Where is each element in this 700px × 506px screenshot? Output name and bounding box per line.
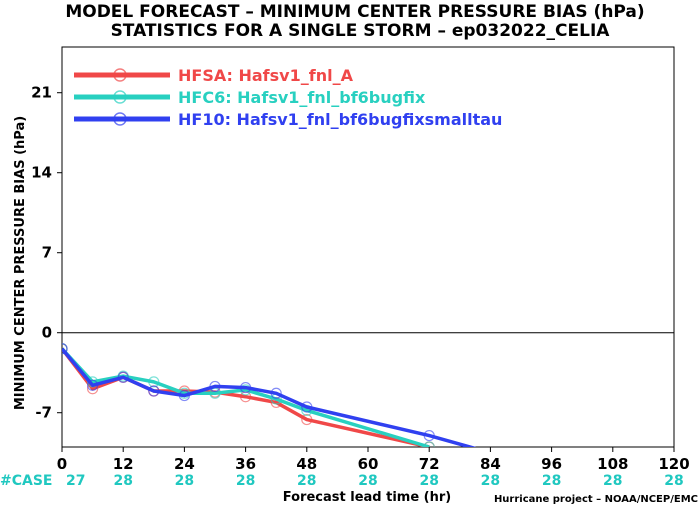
- x-tick-label: 48: [296, 455, 317, 473]
- x-tick-label: 96: [541, 455, 562, 473]
- legend-marker: [113, 68, 127, 82]
- legend-label: HFSA: Hafsv1_fnl_A: [178, 66, 354, 85]
- y-tick-label: 14: [31, 164, 52, 182]
- x-tick-label: 0: [57, 455, 67, 473]
- case-count: 27: [66, 473, 85, 489]
- data-point: [62, 343, 68, 355]
- series-line: [62, 347, 477, 447]
- legend-marker: [113, 90, 127, 104]
- legend-label: HF10: Hafsv1_fnl_bf6bugfixsmalltau: [178, 110, 502, 129]
- x-axis-label: Forecast lead time (hr): [283, 490, 451, 505]
- case-count: 28: [358, 473, 377, 489]
- y-tick-label: 7: [42, 244, 52, 262]
- series-group: [62, 343, 477, 447]
- legend: HFSA: Hafsv1_fnl_A HFC6: Hafsv1_fnl_bf6bu…: [74, 66, 502, 129]
- data-point: [270, 387, 282, 399]
- y-tick-label: 0: [42, 324, 52, 342]
- data-point: [301, 413, 313, 426]
- case-count: 28: [419, 473, 438, 489]
- legend-label: HFC6: Hafsv1_fnl_bf6bugfix: [178, 88, 426, 107]
- x-tick-label: 72: [419, 455, 440, 473]
- data-point: [423, 429, 435, 442]
- x-tick-label: 60: [358, 455, 379, 473]
- y-tick-label: 21: [31, 84, 52, 102]
- x-tick-label: 12: [113, 455, 134, 473]
- x-tick-label: 108: [597, 455, 628, 473]
- data-point: [117, 371, 129, 383]
- data-point: [148, 385, 160, 397]
- data-point: [209, 387, 221, 399]
- plot-frame: [61, 46, 675, 448]
- case-count: 28: [113, 473, 132, 489]
- legend-marker: [113, 112, 127, 126]
- series-line: [62, 347, 430, 447]
- data-point: [423, 441, 435, 447]
- chart-title: MODEL FORECAST – MINIMUM CENTER PRESSURE…: [65, 2, 644, 22]
- data-point: [240, 381, 252, 394]
- case-count: 28: [603, 473, 622, 489]
- x-tick-label: 120: [658, 455, 689, 473]
- x-tick-label: 24: [174, 455, 195, 473]
- data-point: [240, 391, 252, 403]
- data-point: [148, 376, 160, 388]
- data-point: [178, 389, 190, 402]
- chart-subtitle: STATISTICS FOR A SINGLE STORM – ep032022…: [111, 21, 611, 41]
- data-point: [86, 379, 99, 391]
- case-count: 28: [664, 473, 683, 489]
- x-tick-label: 84: [480, 455, 501, 473]
- case-count: 28: [297, 473, 316, 489]
- case-count: 28: [236, 473, 255, 489]
- y-tick-label: -7: [35, 404, 52, 422]
- x-tick-label: 36: [235, 455, 256, 473]
- case-count: 28: [542, 473, 561, 489]
- data-point: [209, 380, 221, 393]
- y-axis-label: MINIMUM CENTER PRESSURE BIAS (hPa): [13, 116, 28, 410]
- case-count: 28: [481, 473, 500, 489]
- case-row-label: #CASE: [0, 473, 53, 489]
- plot-area: -7 0 7 14 21 0 12 24 36 48 60 72 84 96 108 120 #CASE 27 28…: [0, 46, 690, 489]
- credit-text: Hurricane project – NOAA/NCEP/EMC: [494, 494, 698, 505]
- case-count: 28: [175, 473, 194, 489]
- data-point: [301, 401, 313, 413]
